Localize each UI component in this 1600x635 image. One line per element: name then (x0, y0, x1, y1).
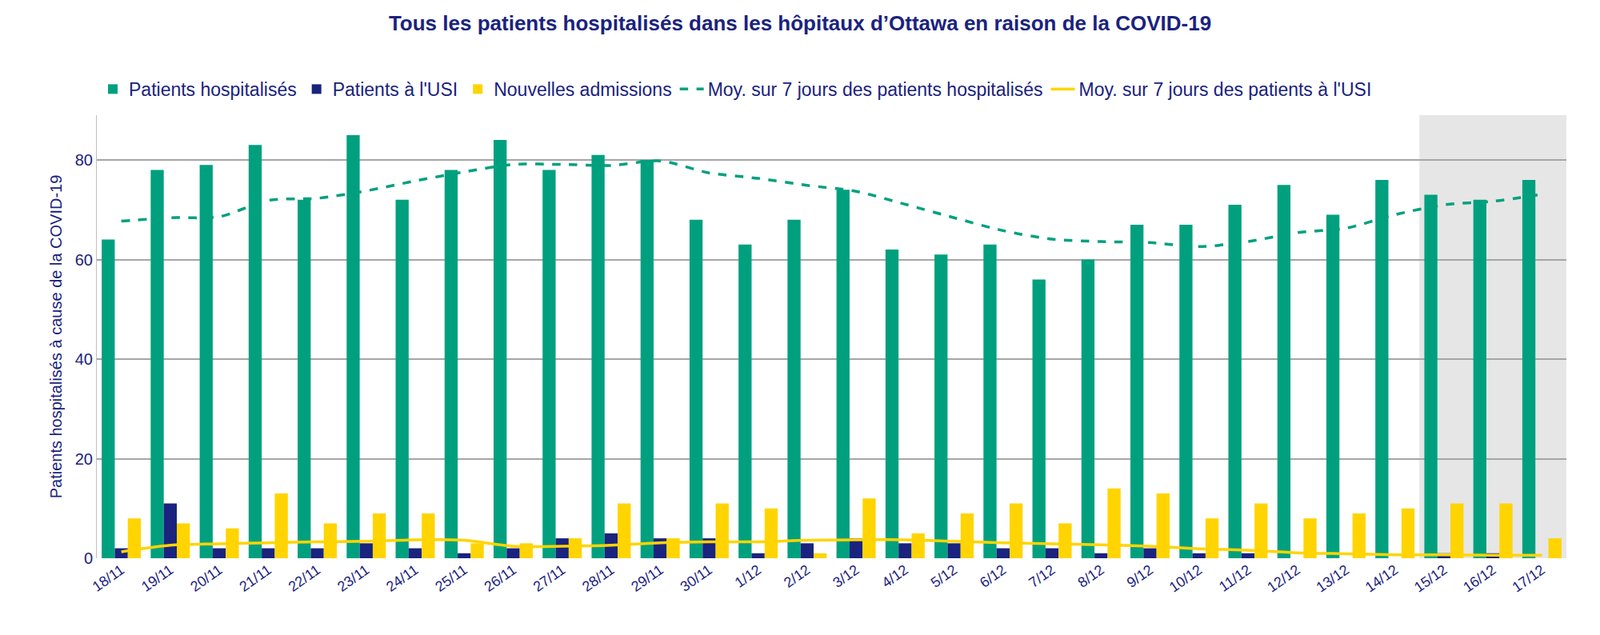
svg-text:21/11: 21/11 (236, 561, 274, 595)
svg-text:30/11: 30/11 (677, 561, 716, 595)
svg-text:60: 60 (75, 251, 93, 269)
svg-text:6/12: 6/12 (976, 561, 1009, 591)
svg-text:2/12: 2/12 (780, 561, 813, 591)
svg-text:Moy. sur 7 jours des patients: Moy. sur 7 jours des patients à l'USI (1079, 79, 1372, 100)
svg-text:24/11: 24/11 (383, 561, 421, 595)
svg-text:29/11: 29/11 (628, 561, 666, 595)
svg-text:20/11: 20/11 (187, 561, 225, 595)
svg-text:17/12: 17/12 (1508, 561, 1548, 596)
svg-text:18/11: 18/11 (89, 561, 128, 595)
svg-text:26/11: 26/11 (481, 561, 520, 595)
svg-text:22/11: 22/11 (285, 561, 324, 595)
svg-text:Patients hospitalisés: Patients hospitalisés (128, 79, 297, 100)
svg-text:Nouvelles admissions: Nouvelles admissions (493, 79, 672, 100)
svg-text:5/12: 5/12 (928, 561, 960, 591)
svg-text:12/12: 12/12 (1264, 561, 1303, 596)
svg-text:8/12: 8/12 (1075, 561, 1108, 591)
svg-text:7/12: 7/12 (1025, 561, 1058, 591)
svg-text:25/11: 25/11 (432, 561, 470, 595)
svg-text:11/12: 11/12 (1216, 561, 1254, 595)
svg-text:27/11: 27/11 (530, 561, 568, 595)
svg-text:Patients à l'USI: Patients à l'USI (332, 79, 459, 100)
svg-text:19/11: 19/11 (138, 561, 176, 595)
svg-text:3/12: 3/12 (829, 561, 862, 591)
svg-text:4/12: 4/12 (879, 561, 912, 591)
svg-text:80: 80 (75, 151, 93, 169)
svg-text:13/12: 13/12 (1313, 561, 1352, 596)
svg-text:Tous les patients hospitalisés: Tous les patients hospitalisés dans les … (388, 11, 1212, 36)
svg-text:23/11: 23/11 (334, 561, 372, 595)
svg-text:1/12: 1/12 (732, 561, 764, 591)
svg-text:20: 20 (75, 450, 93, 468)
svg-text:0: 0 (84, 549, 93, 568)
svg-text:Moy. sur 7 jours des patients: Moy. sur 7 jours des patients hospitalis… (708, 79, 1044, 100)
svg-text:10/12: 10/12 (1166, 561, 1205, 596)
svg-text:14/12: 14/12 (1362, 561, 1401, 596)
svg-text:28/11: 28/11 (579, 561, 617, 595)
svg-text:16/12: 16/12 (1460, 561, 1499, 596)
svg-text:9/12: 9/12 (1124, 561, 1156, 591)
svg-text:40: 40 (75, 350, 93, 368)
svg-text:Patients hospitalisés à cause: Patients hospitalisés à cause de la COVI… (47, 175, 65, 500)
svg-text:15/12: 15/12 (1411, 561, 1450, 596)
